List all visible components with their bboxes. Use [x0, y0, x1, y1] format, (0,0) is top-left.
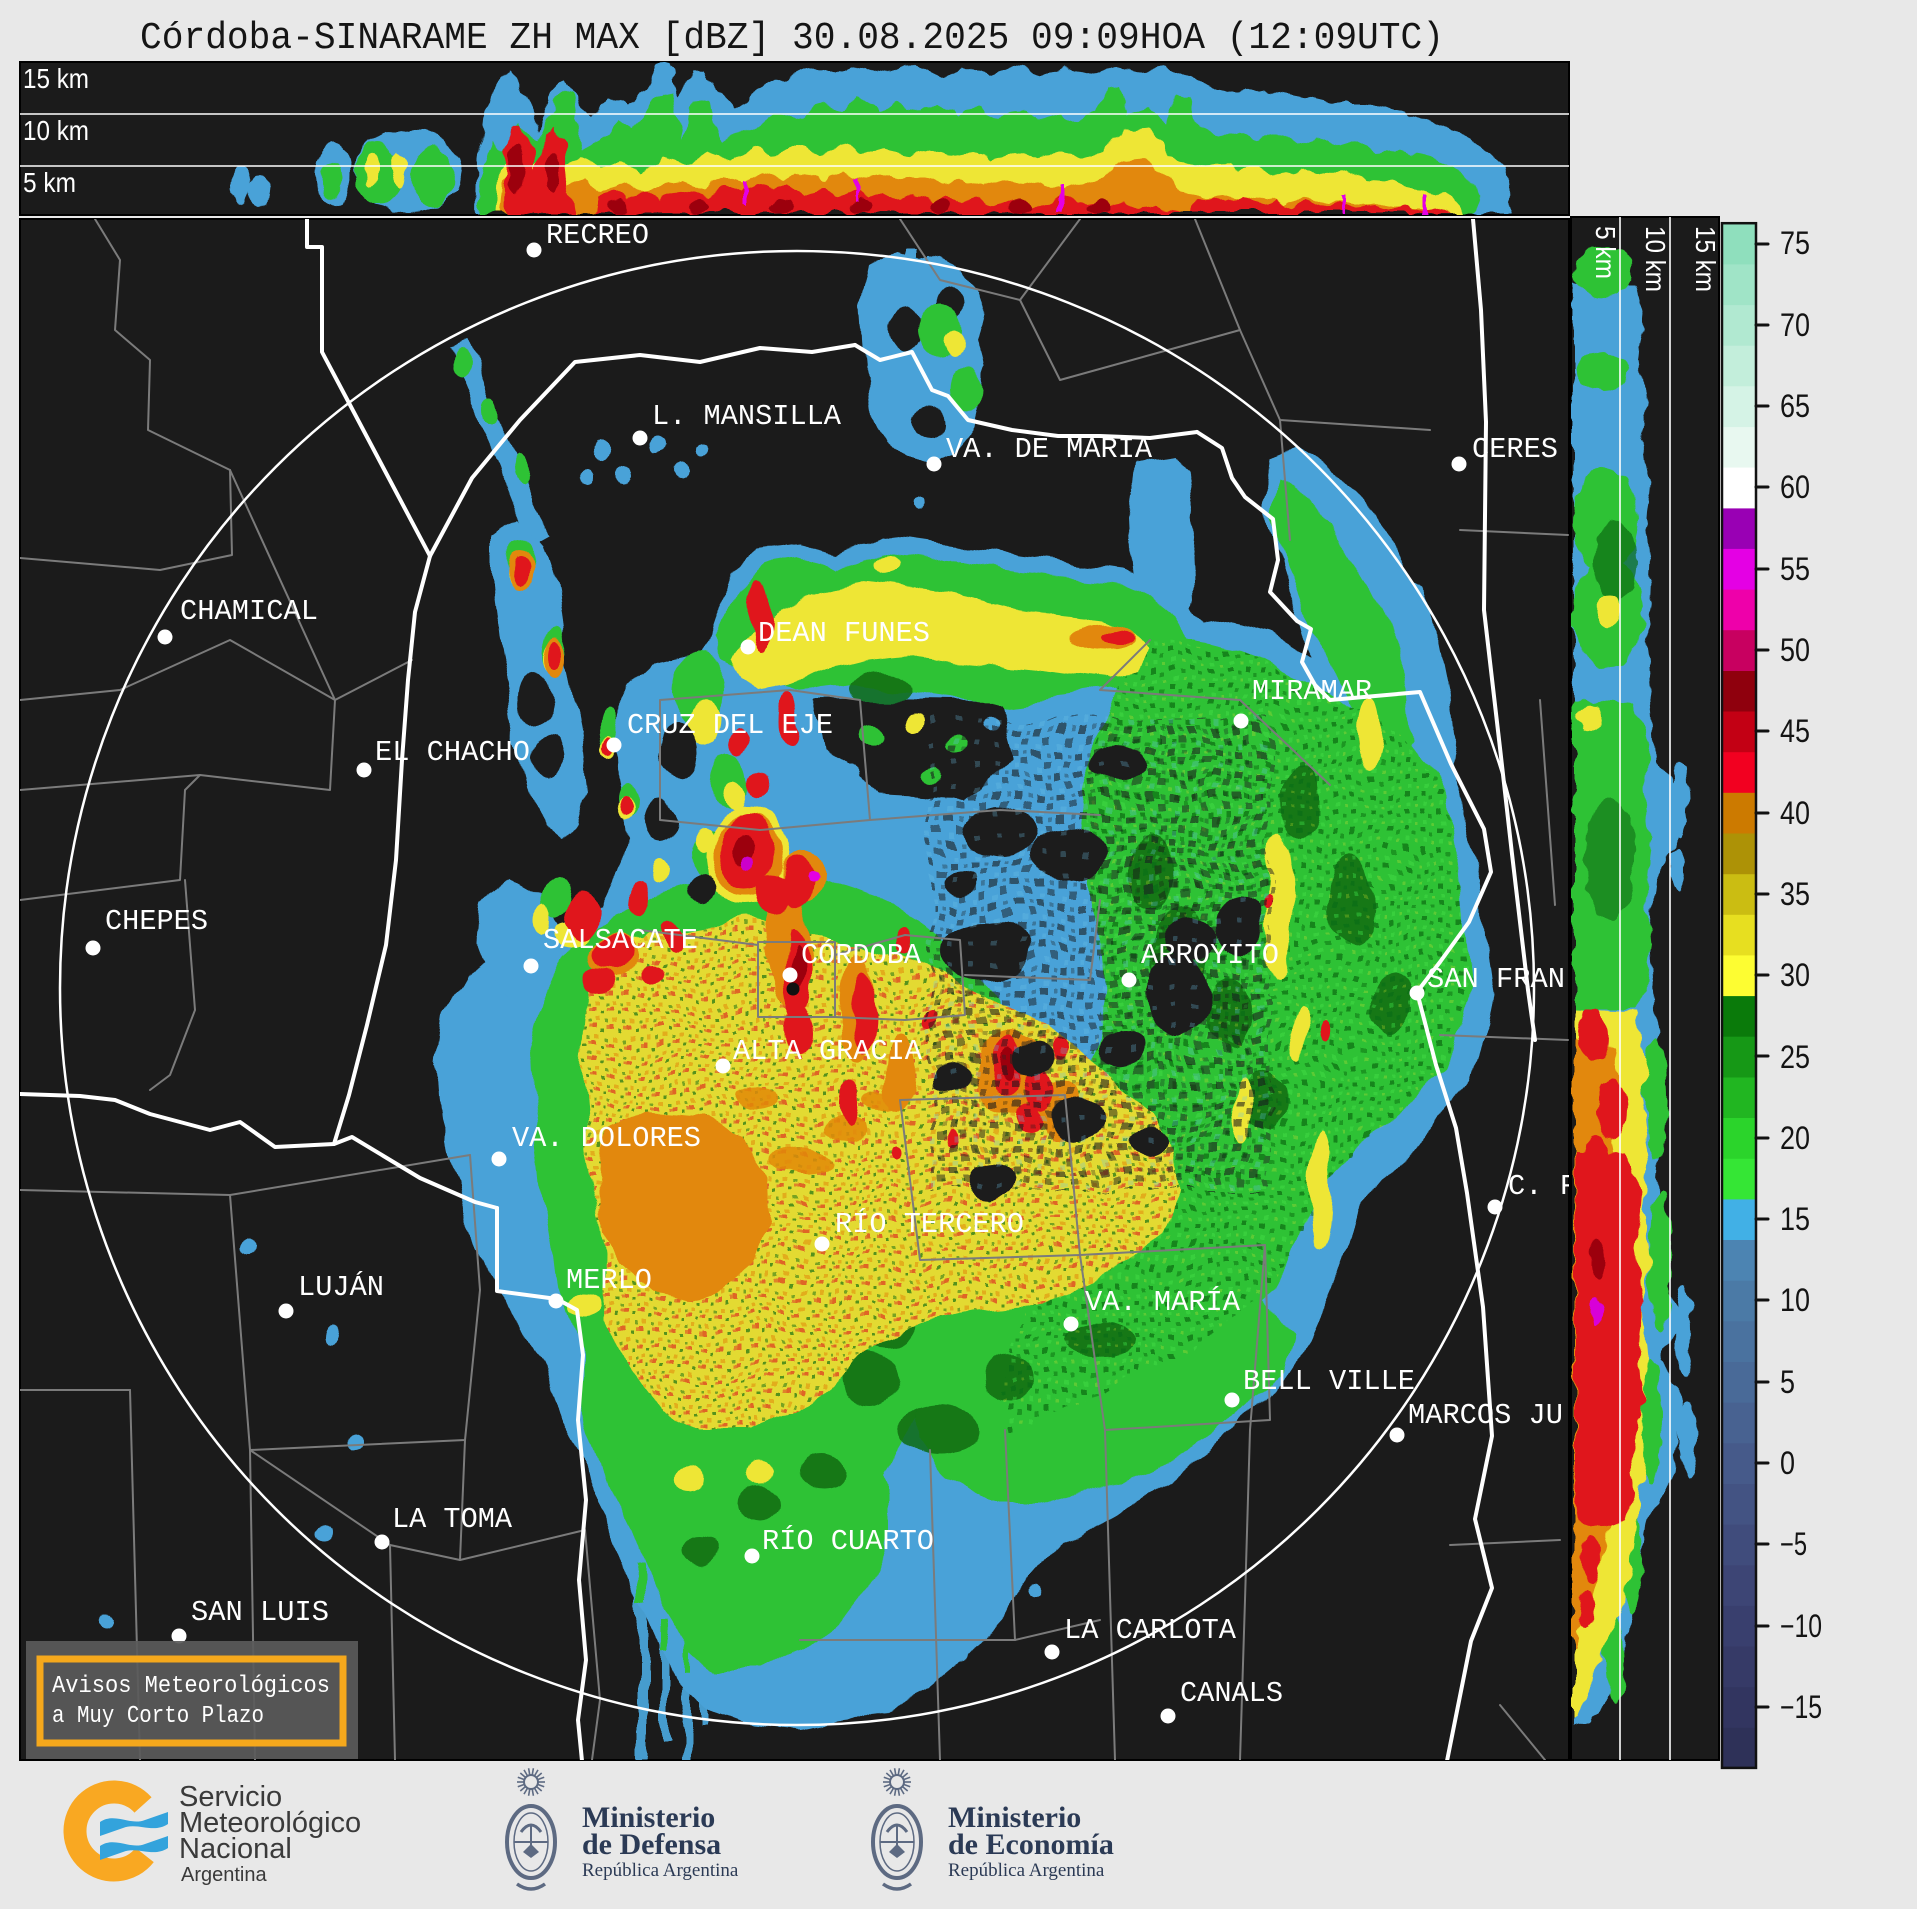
svg-text:10 km: 10 km [1640, 226, 1671, 292]
svg-text:RECREO: RECREO [546, 219, 649, 252]
svg-text:25: 25 [1780, 1039, 1810, 1075]
svg-text:Servicio: Servicio [179, 1781, 282, 1813]
svg-text:DEAN FUNES: DEAN FUNES [758, 617, 930, 650]
svg-text:Córdoba-SINARAME ZH MAX [dBZ]: Córdoba-SINARAME ZH MAX [dBZ] 30.08.2025… [140, 17, 1444, 60]
svg-text:CHAMICAL: CHAMICAL [180, 595, 318, 628]
svg-text:L. MANSILLA: L. MANSILLA [652, 400, 842, 433]
svg-text:ALTA GRACIA: ALTA GRACIA [733, 1035, 923, 1068]
svg-text:República Argentina: República Argentina [582, 1860, 739, 1881]
svg-text:30: 30 [1780, 957, 1810, 993]
svg-text:15 km: 15 km [1690, 226, 1721, 292]
svg-text:−10: −10 [1780, 1608, 1822, 1644]
svg-text:a Muy Corto Plazo: a Muy Corto Plazo [52, 1703, 264, 1730]
svg-text:LUJÁN: LUJÁN [298, 1270, 384, 1304]
svg-text:Argentina: Argentina [181, 1864, 267, 1886]
svg-text:Avisos Meteorológicos: Avisos Meteorológicos [52, 1673, 330, 1700]
svg-text:SAN FRAN: SAN FRAN [1427, 963, 1565, 996]
svg-text:RÍO TERCERO: RÍO TERCERO [835, 1207, 1024, 1241]
svg-text:CANALS: CANALS [1180, 1677, 1283, 1710]
svg-text:VA. MARÍA: VA. MARÍA [1085, 1285, 1241, 1319]
svg-text:de Defensa: de Defensa [582, 1828, 721, 1861]
svg-text:BELL VILLE: BELL VILLE [1243, 1365, 1415, 1398]
svg-text:SAN LUIS: SAN LUIS [191, 1596, 329, 1629]
svg-text:5 km: 5 km [23, 167, 76, 198]
svg-text:VA. DOLORES: VA. DOLORES [512, 1122, 701, 1155]
svg-text:−15: −15 [1780, 1689, 1822, 1725]
svg-text:75: 75 [1780, 225, 1810, 261]
svg-text:MIRAMAR: MIRAMAR [1252, 675, 1372, 708]
svg-text:15: 15 [1780, 1201, 1810, 1237]
svg-text:CÓRDOBA: CÓRDOBA [801, 938, 922, 972]
svg-text:SALSACATE: SALSACATE [543, 924, 698, 957]
svg-text:5: 5 [1780, 1364, 1795, 1400]
svg-text:de Economía: de Economía [948, 1828, 1114, 1861]
svg-text:Nacional: Nacional [179, 1833, 292, 1865]
svg-text:ARROYITO: ARROYITO [1141, 939, 1279, 972]
svg-text:65: 65 [1780, 388, 1810, 424]
svg-text:45: 45 [1780, 713, 1810, 749]
svg-text:60: 60 [1780, 469, 1810, 505]
svg-text:20: 20 [1780, 1120, 1810, 1156]
svg-text:LA CARLOTA: LA CARLOTA [1064, 1614, 1237, 1647]
svg-text:CERES: CERES [1472, 433, 1558, 466]
svg-text:10 km: 10 km [23, 115, 89, 146]
svg-text:Ministerio: Ministerio [948, 1801, 1081, 1834]
svg-text:Meteorológico: Meteorológico [179, 1807, 361, 1839]
svg-text:C. F: C. F [1508, 1170, 1577, 1203]
svg-text:EL CHACHO: EL CHACHO [375, 736, 530, 769]
svg-text:70: 70 [1780, 307, 1810, 343]
svg-text:VA. DE MARIA: VA. DE MARIA [946, 433, 1153, 466]
svg-text:Ministerio: Ministerio [582, 1801, 715, 1834]
svg-text:MARCOS JU: MARCOS JU [1408, 1399, 1563, 1432]
svg-text:15 km: 15 km [23, 63, 89, 94]
svg-text:0: 0 [1780, 1445, 1795, 1481]
svg-text:−5: −5 [1780, 1526, 1807, 1562]
svg-text:5 km: 5 km [1590, 226, 1621, 279]
svg-text:10: 10 [1780, 1282, 1810, 1318]
svg-text:República Argentina: República Argentina [948, 1860, 1105, 1881]
svg-text:RÍO CUARTO: RÍO CUARTO [762, 1524, 934, 1558]
svg-text:LA TOMA: LA TOMA [392, 1503, 513, 1536]
svg-text:35: 35 [1780, 876, 1810, 912]
svg-text:CRUZ DEL EJE: CRUZ DEL EJE [627, 709, 833, 742]
svg-text:MERLO: MERLO [566, 1264, 652, 1297]
svg-text:50: 50 [1780, 632, 1810, 668]
svg-text:40: 40 [1780, 795, 1810, 831]
svg-text:CHEPES: CHEPES [105, 905, 208, 938]
svg-text:55: 55 [1780, 551, 1810, 587]
